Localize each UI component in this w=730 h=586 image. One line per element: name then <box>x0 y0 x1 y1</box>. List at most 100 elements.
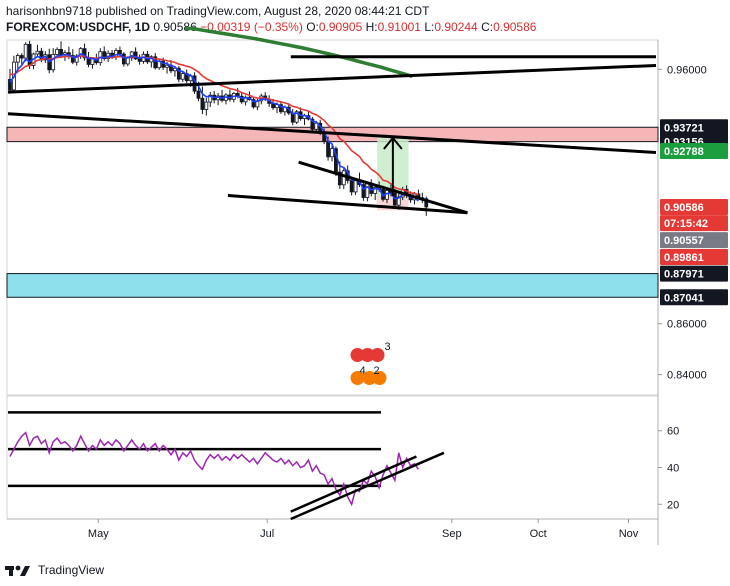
candle-body <box>341 170 346 186</box>
candle-body <box>373 186 378 194</box>
candle-body <box>35 50 40 55</box>
candle-body <box>51 54 56 71</box>
rsi-trendline <box>290 451 445 521</box>
price-tag <box>660 199 728 216</box>
tradingview-brand[interactable]: TradingView <box>38 563 105 577</box>
event-badge-icon <box>350 371 365 385</box>
candle-body <box>365 183 370 198</box>
trendline <box>298 160 468 215</box>
last-price: 0.90586 <box>153 20 197 34</box>
candle-body <box>55 49 59 55</box>
low-value: 0.90244 <box>434 20 478 34</box>
close-label: C: <box>481 20 494 34</box>
candle-body <box>330 148 334 158</box>
candle-body <box>23 43 28 59</box>
rsi-tick-label: 60 <box>667 426 679 438</box>
candle-body <box>326 140 330 158</box>
candle-body <box>133 51 138 60</box>
price-tag-label: 0.87041 <box>664 292 704 304</box>
event-badge-count: 3 <box>385 341 391 353</box>
price-tag-label: 0.92788 <box>664 146 704 158</box>
chart-canvas[interactable]: 34 20.960000.860000.840000.937210.931560.… <box>0 0 730 560</box>
close-value: 0.90586 <box>493 20 537 34</box>
high-value: 0.91001 <box>377 20 421 34</box>
candle-body <box>125 57 130 65</box>
candle-body <box>70 55 75 63</box>
target-arrow-head <box>383 136 403 150</box>
price-tag-label: 0.93721 <box>664 122 704 134</box>
event-badge-icon <box>362 371 377 385</box>
price-tick-label: 0.96000 <box>667 64 707 76</box>
candle-body <box>129 51 134 59</box>
time-tick-label: Nov <box>619 528 639 540</box>
trendline <box>7 63 657 94</box>
candle-body <box>173 67 177 72</box>
candle-body <box>279 104 283 113</box>
support-zone <box>6 273 659 298</box>
candle-body <box>118 50 122 55</box>
low-label: L: <box>424 20 435 34</box>
rsi-tick-label: 20 <box>667 499 679 511</box>
footer: TradingView <box>4 558 104 582</box>
price-tag <box>660 265 728 282</box>
candle-body <box>294 111 299 123</box>
candle-body <box>353 180 358 193</box>
open-value: 0.90905 <box>318 20 363 34</box>
time-tick-label: Oct <box>530 528 547 540</box>
price-tag-label: 0.87971 <box>664 269 704 281</box>
price-tag-label: 07:15:42 <box>664 218 708 230</box>
price-tag <box>660 232 728 249</box>
trendline <box>7 112 657 154</box>
candle-body <box>19 55 24 59</box>
price-tag <box>660 248 728 265</box>
time-tick-label: Sep <box>442 528 462 540</box>
candle-body <box>314 122 319 130</box>
ohlc-line: FOREXCOM:USDCHF, 1D 0.90586 −0.00319 (−0… <box>6 19 536 35</box>
candle-body <box>349 180 354 193</box>
rsi-tick-label: 40 <box>667 463 679 475</box>
candle-body <box>180 73 185 80</box>
candle-body <box>337 171 342 186</box>
open-label: O: <box>306 20 319 34</box>
price-tag <box>660 289 728 306</box>
price-tick-label: 0.86000 <box>667 319 707 331</box>
price-tag <box>660 143 728 160</box>
tradingview-logo-icon[interactable] <box>4 562 32 578</box>
candle-body <box>137 58 142 62</box>
event-badge-icon <box>350 348 365 362</box>
candle-body <box>176 67 181 80</box>
time-tick-label: Jul <box>260 528 274 540</box>
candle-body <box>196 90 201 99</box>
publish-line: harisonhbn9718 published on TradingView.… <box>6 4 430 18</box>
trendline <box>227 193 468 215</box>
candle-body <box>74 55 79 63</box>
symbol-label: FOREXCOM:USDCHF, 1D <box>6 20 151 34</box>
price-pane <box>6 39 659 396</box>
candle-body <box>90 58 95 65</box>
candle-body <box>200 97 205 110</box>
price-tag-label: 0.89861 <box>664 252 704 264</box>
event-badge-icon <box>372 371 387 385</box>
sma-green-line <box>184 26 413 79</box>
candle-body <box>82 48 87 59</box>
candle-body <box>121 53 126 65</box>
candle-body <box>165 64 169 68</box>
candle-body <box>204 101 209 110</box>
candle-body <box>153 56 158 69</box>
candle-body <box>424 198 429 208</box>
rsi-trendline <box>290 455 417 513</box>
candle-body <box>239 95 244 103</box>
candle-body <box>161 60 166 68</box>
candle-body <box>310 118 315 130</box>
price-tick-label: 0.84000 <box>667 370 707 382</box>
event-badge-icon <box>370 348 385 362</box>
rsi-line <box>9 431 420 507</box>
price-tag-label: 0.90586 <box>664 202 704 214</box>
candle-body <box>361 184 366 198</box>
candle-body <box>208 94 213 103</box>
event-badge-icon <box>360 348 375 362</box>
candle-body <box>15 55 20 63</box>
event-badge-count: 2 <box>374 365 380 377</box>
high-label: H: <box>365 20 378 34</box>
price-change: −0.00319 (−0.35%) <box>200 20 303 34</box>
